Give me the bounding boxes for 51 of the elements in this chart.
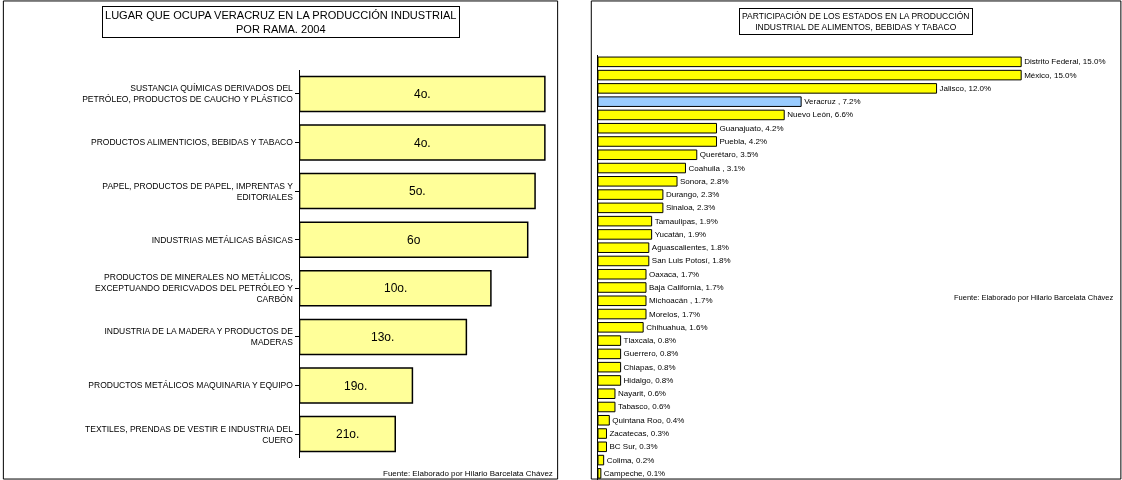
data-label: Querétaro, 3.5% [699, 150, 759, 160]
data-label: Nuevo León, 6.6% [787, 110, 854, 120]
data-label: Michoacán , 1.7% [648, 296, 713, 306]
annotation: 4o. [414, 87, 431, 101]
annotation: 4o. [414, 136, 431, 150]
data-label: Oaxaca, 1.7% [648, 269, 700, 279]
source-note: Fuente: Elaborado por Hilario Barcelata Chávez [383, 469, 553, 478]
data-label: Nayarit, 0.6% [617, 389, 666, 399]
data-label: Guerrero, 0.8% [623, 349, 679, 359]
annotation: 19o. [344, 379, 368, 393]
data-label: Colima, 0.2% [606, 455, 655, 465]
data-label: Yucatán, 1.9% [654, 229, 707, 239]
data-label: Campeche, 0.1% [603, 468, 666, 478]
annotation: 5o. [409, 184, 426, 198]
y-tick-label: INDUSTRIA DE LA MADERA Y PRODUCTOS DE MADERAS [104, 326, 294, 348]
annotation: 6o [407, 233, 421, 247]
data-label: Tlaxcala, 0.8% [623, 336, 677, 346]
data-label: Tamaulipas, 1.9% [654, 216, 718, 226]
data-label: Chiapas, 0.8% [623, 362, 676, 372]
y-tick-label: TEXTILES, PRENDAS DE VESTIR E INDUSTRIA DEL CUERO [85, 423, 294, 445]
data-label: Quintana Roo, 0.4% [612, 415, 685, 425]
data-label: BC Sur, 0.3% [609, 442, 658, 452]
data-label: Chihuahua, 1.6% [646, 322, 708, 332]
y-tick-label: PRODUCTOS ALIMENTICIOS, BEBIDAS Y TABACO [91, 137, 294, 148]
data-label: Jalisco, 12.0% [939, 83, 992, 93]
data-label: Sonora, 2.8% [680, 176, 729, 186]
annotation: 13o. [371, 330, 395, 344]
data-label: Sinaloa, 2.3% [665, 203, 716, 213]
data-label: Coahuila , 3.1% [688, 163, 745, 173]
chart-title: PARTICIPACIÓN DE LOS ESTADOS EN LA PRODUCCIÓN INDUSTRIAL DE ALIMENTOS, BEBIDAS Y TABACO [742, 11, 970, 33]
annotation: 10o. [384, 281, 408, 295]
data-label: México, 15.0% [1024, 70, 1077, 80]
data-label: Zacatecas, 0.3% [609, 429, 670, 439]
data-label: Baja California, 1.7% [648, 283, 724, 293]
data-label: Distrito Federal, 15.0% [1024, 57, 1106, 67]
data-label: Hidalgo, 0.8% [623, 375, 674, 385]
data-label: Veracruz , 7.2% [804, 97, 861, 107]
y-tick-label: PAPEL, PRODUCTOS DE PAPEL, IMPRENTAS Y EDITORIALES [102, 180, 294, 202]
y-tick-label: INDUSTRIAS METÁLICAS BÁSICAS [151, 234, 294, 245]
chart-title: LUGAR QUE OCUPA VERACRUZ EN LA PRODUCCIÓN INDUSTRIAL POR RAMA. 2004 [105, 9, 457, 36]
y-tick-label: PRODUCTOS METÁLICOS MAQUINARIA Y EQUIPO [88, 380, 294, 391]
data-label: San Luis Potosí, 1.8% [651, 256, 731, 266]
data-label: Tabasco, 0.6% [617, 402, 671, 412]
data-label: Guanajuato, 4.2% [719, 123, 784, 133]
data-label: Puebla, 4.2% [719, 136, 768, 146]
data-label: Aguascalientes, 1.8% [651, 243, 729, 253]
y-tick-label: SUSTANCIA QUÍMICAS DERIVADOS DEL PETRÓLEO, PRODUCTOS DE CAUCHO Y PLÁSTICO [82, 83, 294, 105]
y-tick-label: PRODUCTOS DE MINERALES NO METÁLICOS, EXCEPTUANDO DERICVADOS DEL PETRÓLEO Y CARBÓN [95, 272, 294, 305]
data-label: Durango, 2.3% [665, 190, 720, 200]
annotation: 21o. [336, 427, 360, 441]
data-label: Morelos, 1.7% [648, 309, 701, 319]
